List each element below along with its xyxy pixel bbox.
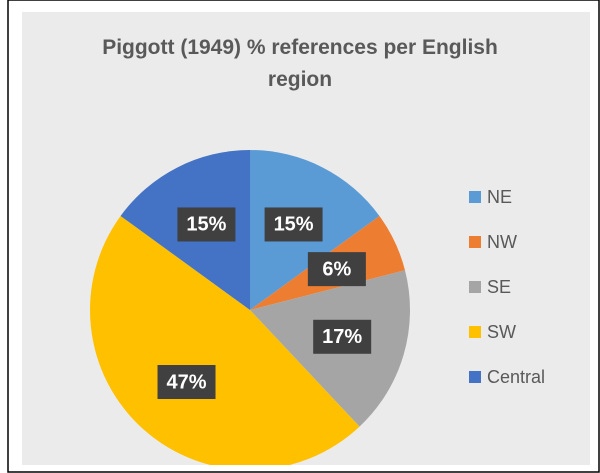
pie-slice — [90, 215, 360, 465]
legend-label: SE — [487, 277, 511, 297]
data-label-box — [313, 319, 372, 354]
legend-label: Central — [487, 367, 545, 387]
data-label: 6% — [322, 258, 351, 280]
data-label-box — [177, 207, 236, 242]
data-label: 15% — [274, 214, 314, 236]
legend-swatch — [469, 281, 481, 293]
legend-label: NW — [487, 232, 517, 252]
data-label: 15% — [186, 214, 226, 236]
legend-label: NE — [487, 187, 512, 207]
chart-title: Piggott (1949) % references per English … — [102, 36, 498, 91]
data-label: 47% — [166, 371, 206, 393]
data-label-box — [264, 207, 323, 242]
data-label-box — [307, 252, 366, 287]
legend-swatch — [469, 236, 481, 248]
legend-swatch — [469, 326, 481, 338]
legend-label: SW — [487, 322, 516, 342]
data-label: 17% — [322, 326, 362, 348]
data-label-box — [157, 365, 216, 400]
pie — [90, 150, 410, 465]
legend-swatch — [469, 191, 481, 203]
legend-swatch — [469, 371, 481, 383]
